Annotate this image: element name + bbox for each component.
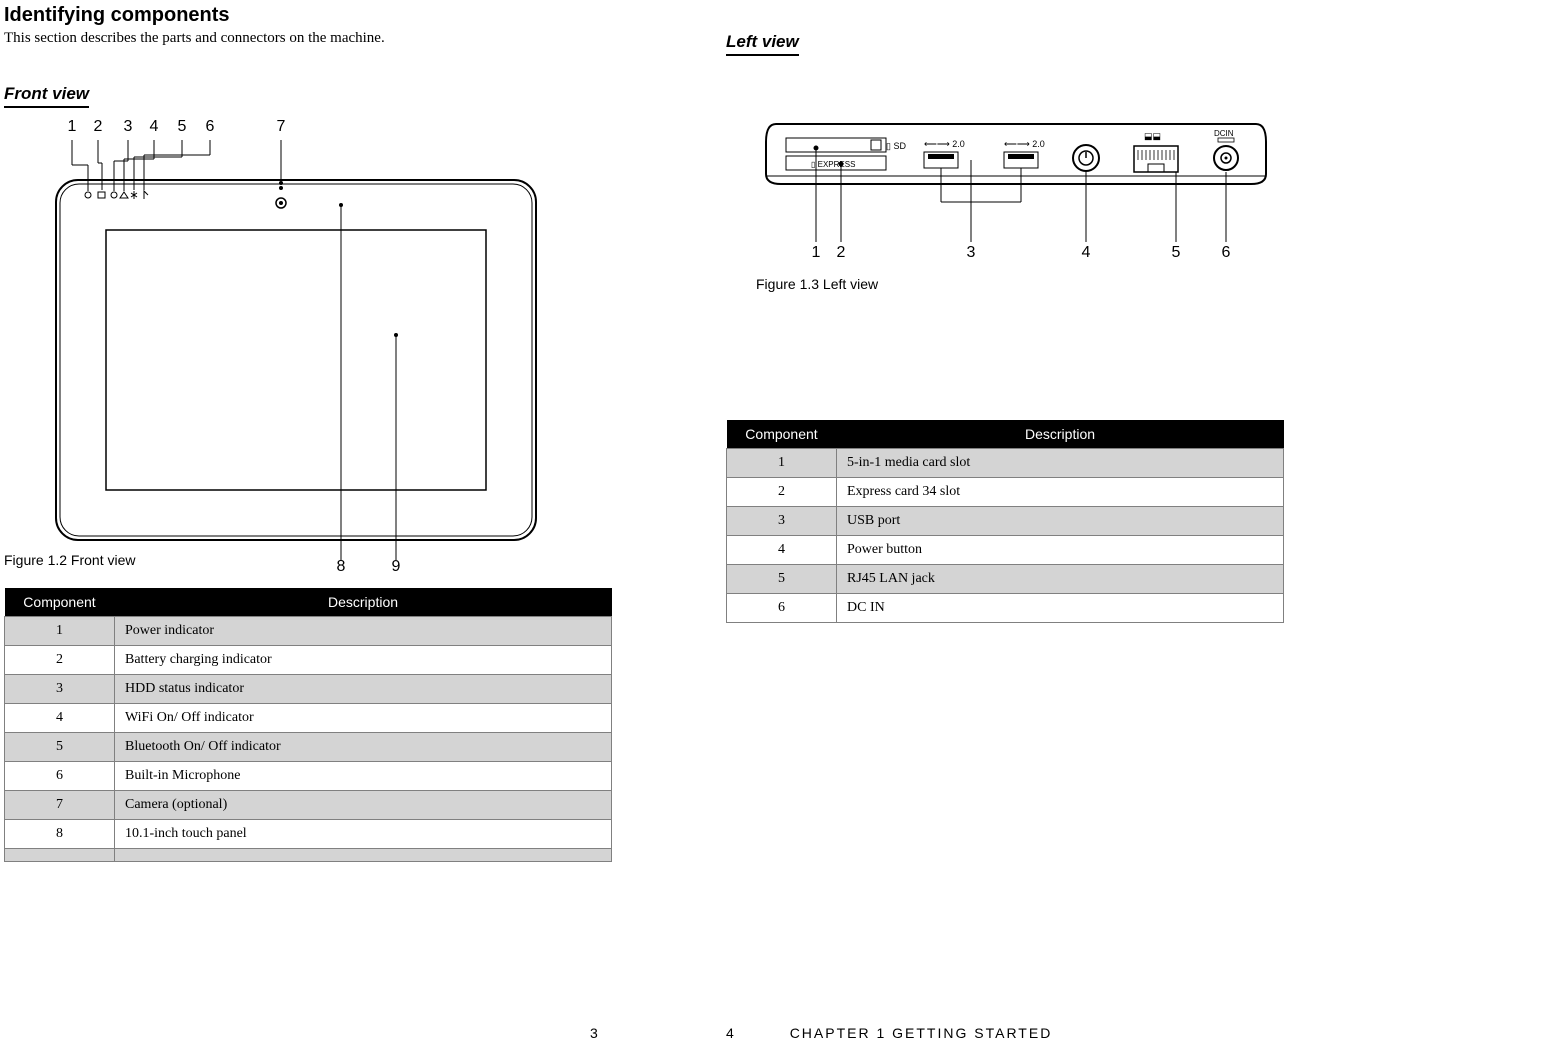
table-row <box>5 849 612 862</box>
page-number-right: 4 <box>726 1025 734 1041</box>
table-row: 6Built-in Microphone <box>5 762 612 791</box>
svg-text:DCIN: DCIN <box>1214 129 1234 138</box>
front-callout-4: 4 <box>145 118 163 136</box>
left-components-table: Component Description 15-in-1 media card… <box>726 420 1284 623</box>
svg-text:⟵⟶ 2.0: ⟵⟶ 2.0 <box>1004 139 1045 149</box>
front-callout-2: 2 <box>89 118 107 136</box>
chapter-label: CHAPTER 1 GETTING STARTED <box>790 1025 1053 1041</box>
svg-text:⟵⟶ 2.0: ⟵⟶ 2.0 <box>924 139 965 149</box>
table-row: 6DC IN <box>727 594 1284 623</box>
table-row: 5RJ45 LAN jack <box>727 565 1284 594</box>
front-callout-9: 9 <box>387 558 405 576</box>
table-row: 5Bluetooth On/ Off indicator <box>5 733 612 762</box>
left-callout-3: 3 <box>962 244 980 262</box>
front-figure-caption: Figure 1.2 Front view <box>4 552 136 568</box>
svg-text:⬓⬓: ⬓⬓ <box>1144 131 1161 141</box>
left-view-heading: Left view <box>726 32 799 56</box>
table-row: 3HDD status indicator <box>5 675 612 704</box>
left-figure-caption: Figure 1.3 Left view <box>756 276 878 292</box>
front-components-table: Component Description 1Power indicator 2… <box>4 588 612 862</box>
table-row: 1Power indicator <box>5 617 612 646</box>
left-callout-5: 5 <box>1167 244 1185 262</box>
left-callout-1: 1 <box>807 244 825 262</box>
front-callout-1: 1 <box>63 118 81 136</box>
front-callout-6: 6 <box>201 118 219 136</box>
front-th-component: Component <box>5 588 115 617</box>
table-row: 7Camera (optional) <box>5 791 612 820</box>
table-row: 3USB port <box>727 507 1284 536</box>
left-th-description: Description <box>837 420 1284 449</box>
table-row: 810.1-inch touch panel <box>5 820 612 849</box>
left-th-component: Component <box>727 420 837 449</box>
footer-right: 4 CHAPTER 1 GETTING STARTED <box>726 1025 1052 1041</box>
front-th-description: Description <box>115 588 612 617</box>
table-row: 15-in-1 media card slot <box>727 449 1284 478</box>
left-callout-6: 6 <box>1217 244 1235 262</box>
table-row: 4Power button <box>727 536 1284 565</box>
table-row: 4WiFi On/ Off indicator <box>5 704 612 733</box>
table-row: 2Battery charging indicator <box>5 646 612 675</box>
left-callout-2: 2 <box>832 244 850 262</box>
page-number-left: 3 <box>590 1025 598 1041</box>
svg-text:▯ EXPRESS: ▯ EXPRESS <box>811 160 855 169</box>
front-callout-8: 8 <box>332 558 350 576</box>
page-title: Identifying components <box>4 4 230 27</box>
front-view-heading: Front view <box>4 84 89 108</box>
intro-text: This section describes the parts and con… <box>4 30 385 47</box>
left-callout-4: 4 <box>1077 244 1095 262</box>
front-callout-5: 5 <box>173 118 191 136</box>
front-callout-3: 3 <box>119 118 137 136</box>
front-callout-7: 7 <box>272 118 290 136</box>
svg-text:▯ SD: ▯ SD <box>886 141 906 151</box>
front-view-diagram <box>36 115 556 575</box>
table-row: 2Express card 34 slot <box>727 478 1284 507</box>
